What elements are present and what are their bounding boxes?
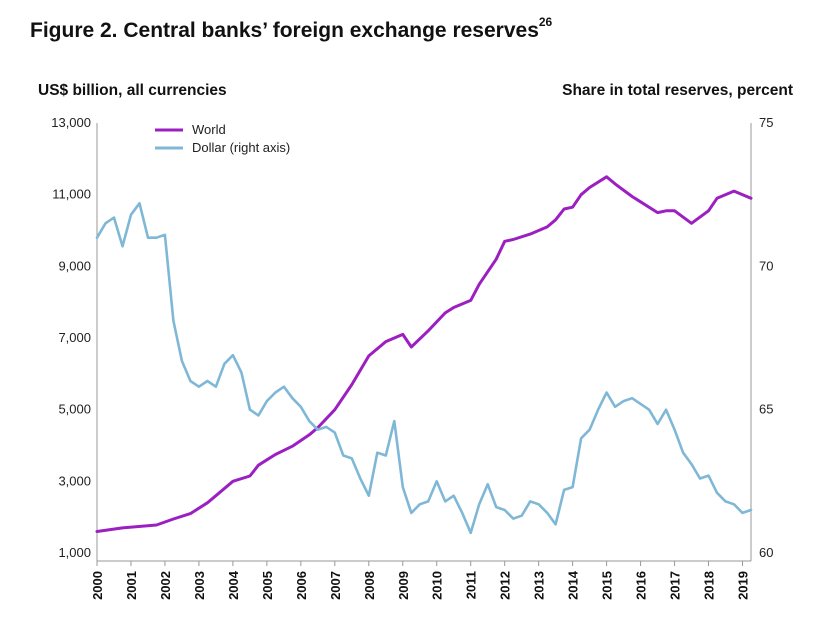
x-tick-label: 2009 bbox=[396, 571, 411, 600]
left-tick-label: 9,000 bbox=[58, 258, 91, 273]
x-tick-label: 2003 bbox=[192, 571, 207, 600]
x-tick-label: 2014 bbox=[566, 570, 581, 600]
x-tick-label: 2000 bbox=[90, 571, 105, 600]
chart-title: Figure 2. Central banks’ foreign exchang… bbox=[30, 15, 553, 42]
x-tick-label: 2008 bbox=[362, 571, 377, 600]
world-reserves-line bbox=[95, 175, 753, 533]
left-tick-label: 7,000 bbox=[58, 330, 91, 345]
dollar-share-line bbox=[95, 202, 753, 535]
x-tick-label: 2017 bbox=[668, 571, 683, 600]
legend-label: World bbox=[192, 122, 226, 137]
x-tick-label: 2001 bbox=[124, 571, 139, 600]
left-axis-title: US$ billion, all currencies bbox=[38, 82, 227, 99]
left-tick-label: 5,000 bbox=[58, 402, 91, 417]
left-tick-label: 11,000 bbox=[52, 187, 91, 202]
right-tick-label: 65 bbox=[759, 402, 773, 417]
x-tick-label: 2006 bbox=[294, 571, 309, 600]
right-axis-title: Share in total reserves, percent bbox=[562, 82, 793, 99]
x-tick-label: 2010 bbox=[430, 571, 445, 600]
x-tick-label: 2018 bbox=[702, 571, 717, 600]
x-tick-label: 2007 bbox=[328, 571, 343, 600]
right-tick-label: 70 bbox=[759, 258, 773, 273]
x-tick-label: 2016 bbox=[634, 571, 649, 600]
left-tick-label: 13,000 bbox=[51, 115, 91, 130]
title-footnote: 26 bbox=[538, 15, 553, 29]
x-tick-label: 2004 bbox=[226, 570, 241, 600]
x-tick-label: 2015 bbox=[600, 571, 615, 600]
right-tick-label: 60 bbox=[759, 545, 773, 560]
x-tick-label: 2011 bbox=[464, 571, 479, 599]
left-tick-label: 1,000 bbox=[58, 545, 91, 560]
left-tick-label: 3,000 bbox=[58, 473, 91, 488]
x-tick-label: 2002 bbox=[158, 571, 173, 600]
right-tick-label: 75 bbox=[759, 115, 773, 130]
x-tick-label: 2012 bbox=[498, 571, 513, 600]
legend-label: Dollar (right axis) bbox=[192, 140, 290, 155]
x-tick-label: 2013 bbox=[532, 571, 547, 600]
x-tick-label: 2005 bbox=[260, 571, 275, 600]
x-tick-label: 2019 bbox=[736, 571, 751, 600]
